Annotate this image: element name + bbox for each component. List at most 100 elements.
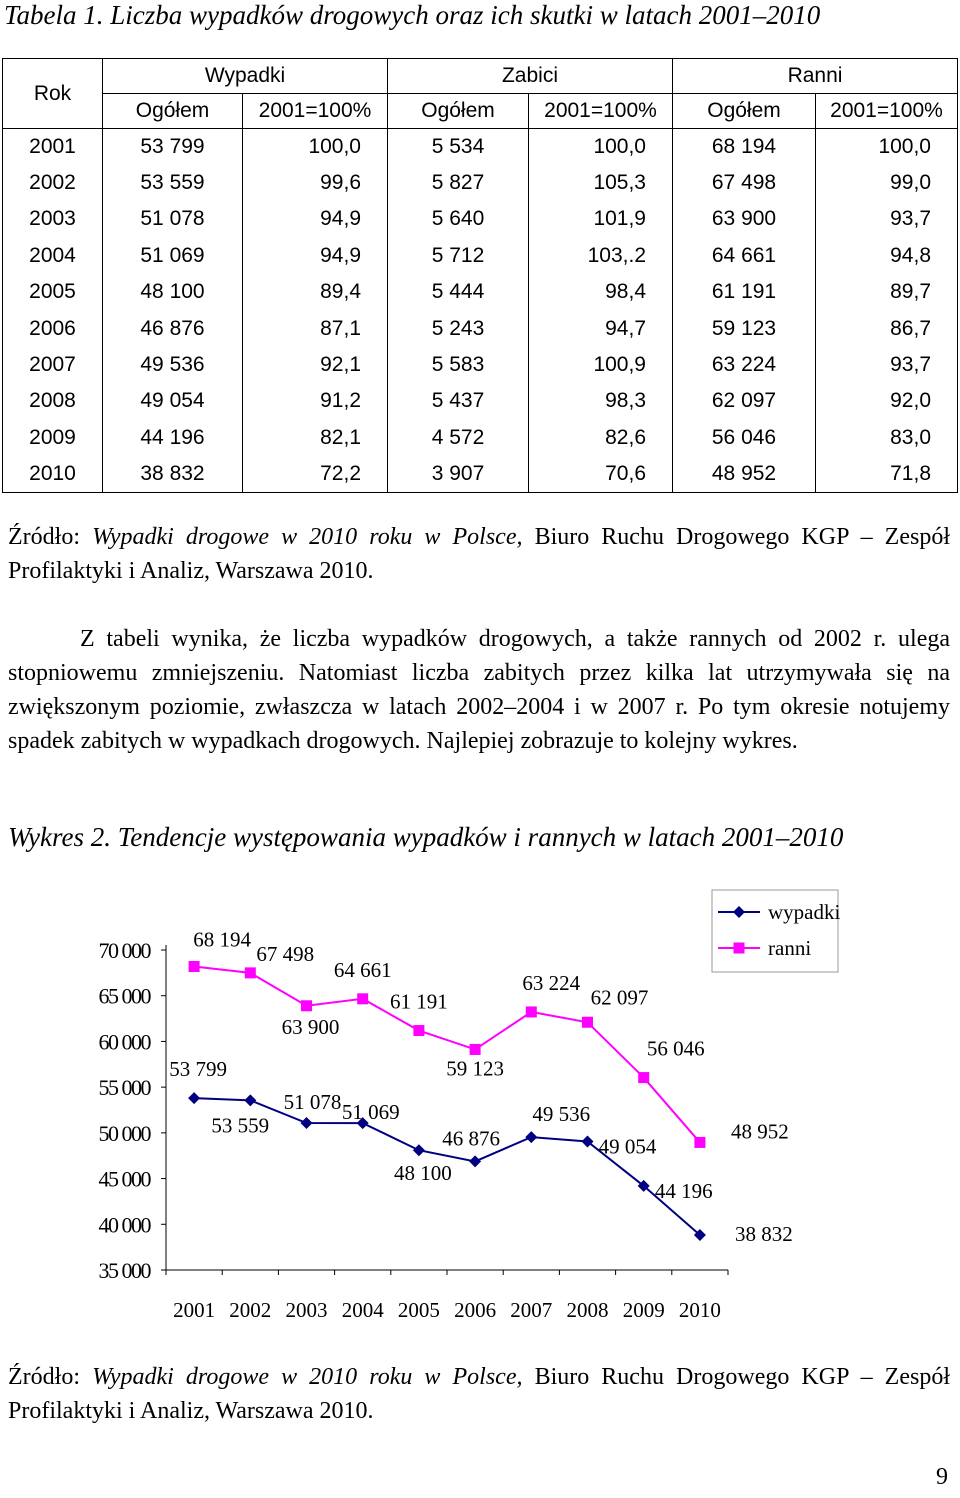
table-row: 2008 49 054 91,2 5 437 98,3 62 097 92,0 [2, 383, 958, 420]
wypadki-data-label: 46 876 [442, 1126, 500, 1150]
value-cell: 101,9 [528, 201, 673, 238]
value-cell: 68 194 [672, 128, 816, 165]
value-cell: 99,0 [815, 164, 958, 202]
table-row: 2001 53 799 100,0 5 534 100,0 68 194 100,0 [2, 128, 958, 165]
chart-title: Wykres 2. Tendencje występowania wypadkó… [8, 822, 844, 852]
year-cell: 2002 [2, 164, 103, 202]
value-cell: 100,0 [815, 128, 958, 165]
value-cell: 67 498 [672, 164, 816, 202]
source-label: Źródło: [8, 1364, 80, 1390]
year-cell: 2001 [2, 128, 103, 165]
ranni-point [582, 1016, 593, 1028]
ranni-point [244, 967, 256, 979]
header-group-ranni: Ranni [672, 58, 958, 94]
y-tick-label: 40 000 [99, 1212, 152, 1237]
value-cell: 49 054 [102, 383, 243, 420]
subheader-cell: 2001=100% [815, 93, 958, 129]
wypadki-point [412, 1144, 425, 1157]
subheader-cell: Ogółem [387, 93, 529, 129]
wypadki-data-label: 38 832 [735, 1222, 793, 1246]
value-cell: 100,9 [528, 346, 673, 384]
wypadki-point [637, 1179, 650, 1192]
accidents-table: Rok Wypadki Zabici Ranni Ogółem 2001=100… [2, 58, 958, 493]
year-cell: 2007 [2, 346, 103, 384]
value-cell: 94,9 [242, 237, 388, 275]
value-cell: 38 832 [102, 456, 243, 493]
value-cell: 94,8 [815, 237, 958, 275]
value-cell: 94,9 [242, 201, 388, 238]
ranni-point [188, 961, 200, 973]
table-row: 2005 48 100 89,4 5 444 98,4 61 191 89,7 [2, 274, 958, 311]
value-cell: 5 827 [387, 164, 529, 202]
value-cell: 91,2 [242, 383, 388, 420]
value-cell: 5 640 [387, 201, 529, 238]
x-tick-label: 2005 [398, 1298, 440, 1322]
wypadki-series-line [194, 1097, 701, 1236]
table-row: 2003 51 078 94,9 5 640 101,9 63 900 93,7 [2, 201, 958, 238]
ranni-data-label: 62 097 [591, 985, 649, 1009]
wypadki-point [469, 1155, 482, 1168]
wypadki-point [300, 1117, 313, 1130]
value-cell: 56 046 [672, 419, 816, 457]
x-tick-label: 2008 [567, 1298, 609, 1322]
year-cell: 2006 [2, 310, 103, 347]
value-cell: 92,0 [815, 383, 958, 420]
x-tick-label: 2004 [342, 1298, 385, 1322]
ranni-point [638, 1072, 650, 1084]
body-paragraph-text: Z tabeli wynika, że liczba wypadków drog… [8, 626, 950, 754]
ranni-data-label: 67 498 [256, 942, 314, 966]
value-cell: 5 534 [387, 128, 529, 165]
ranni-point [301, 1000, 312, 1012]
value-cell: 5 437 [387, 383, 529, 420]
value-cell: 5 583 [387, 346, 529, 384]
value-cell: 89,7 [815, 274, 958, 311]
value-cell: 4 572 [387, 419, 529, 457]
value-cell: 53 559 [102, 164, 243, 202]
source-details: Biuro Ruchu Drogowego KGP – Zespół Profi… [8, 1364, 951, 1424]
value-cell: 48 952 [672, 456, 816, 493]
value-cell: 100,0 [528, 128, 673, 165]
y-tick-label: 60 000 [99, 1029, 152, 1054]
ranni-point [413, 1025, 425, 1037]
value-cell: 3 907 [387, 456, 529, 493]
value-cell: 82,6 [528, 419, 673, 457]
value-cell: 71,8 [815, 456, 958, 493]
value-cell: 87,1 [242, 310, 388, 347]
y-tick-label: 45 000 [99, 1167, 152, 1192]
wypadki-data-label: 49 536 [532, 1102, 590, 1126]
subheader-cell: 2001=100% [242, 93, 388, 129]
wypadki-point [356, 1117, 369, 1130]
table-row: 2010 38 832 72,2 3 907 70,6 48 952 71,8 [2, 456, 958, 493]
value-cell: 5 243 [387, 310, 529, 347]
source-note-table: Źródło: Wypadki drogowe w 2010 roku w Po… [8, 520, 950, 588]
line-chart: 35 000 40 000 45 000 50 000 55 000 60 000 65 0… [99, 889, 840, 1322]
table-body: 2001 53 799 100,0 5 534 100,0 68 194 100,0 2002… [2, 128, 958, 493]
value-cell: 46 876 [102, 310, 243, 347]
value-cell: 51 078 [102, 201, 243, 238]
value-cell: 70,6 [528, 456, 673, 493]
ranni-point [469, 1043, 481, 1055]
value-cell: 83,0 [815, 419, 958, 457]
value-cell: 59 123 [672, 310, 816, 347]
y-tick-label: 35 000 [99, 1258, 152, 1283]
ranni-point [357, 993, 369, 1005]
ranni-data-label: 59 123 [446, 1056, 504, 1080]
value-cell: 93,7 [815, 201, 958, 238]
y-tick-label: 55 000 [99, 1075, 152, 1100]
ranni-point [525, 1006, 537, 1018]
wypadki-point [244, 1094, 257, 1107]
wypadki-data-label: 44 196 [655, 1179, 713, 1203]
table-title: Tabela 1. Liczba wypadków drogowych oraz… [4, 0, 821, 30]
value-cell: 82,1 [242, 419, 388, 457]
value-cell: 44 196 [102, 419, 243, 457]
wypadki-data-label: 53 559 [211, 1113, 269, 1137]
wypadki-point [581, 1135, 594, 1148]
ranni-data-label: 61 191 [390, 990, 448, 1014]
table-row: 2004 51 069 94,9 5 712 103,.2 64 661 94,8 [2, 237, 958, 275]
source-note-chart: Źródło: Wypadki drogowe w 2010 roku w Po… [8, 1360, 950, 1428]
value-cell: 62 097 [672, 383, 816, 420]
legend-box [711, 889, 839, 973]
ranni-point [694, 1136, 706, 1148]
x-tick-label: 2009 [623, 1298, 665, 1322]
x-tick-label: 2003 [286, 1298, 328, 1322]
